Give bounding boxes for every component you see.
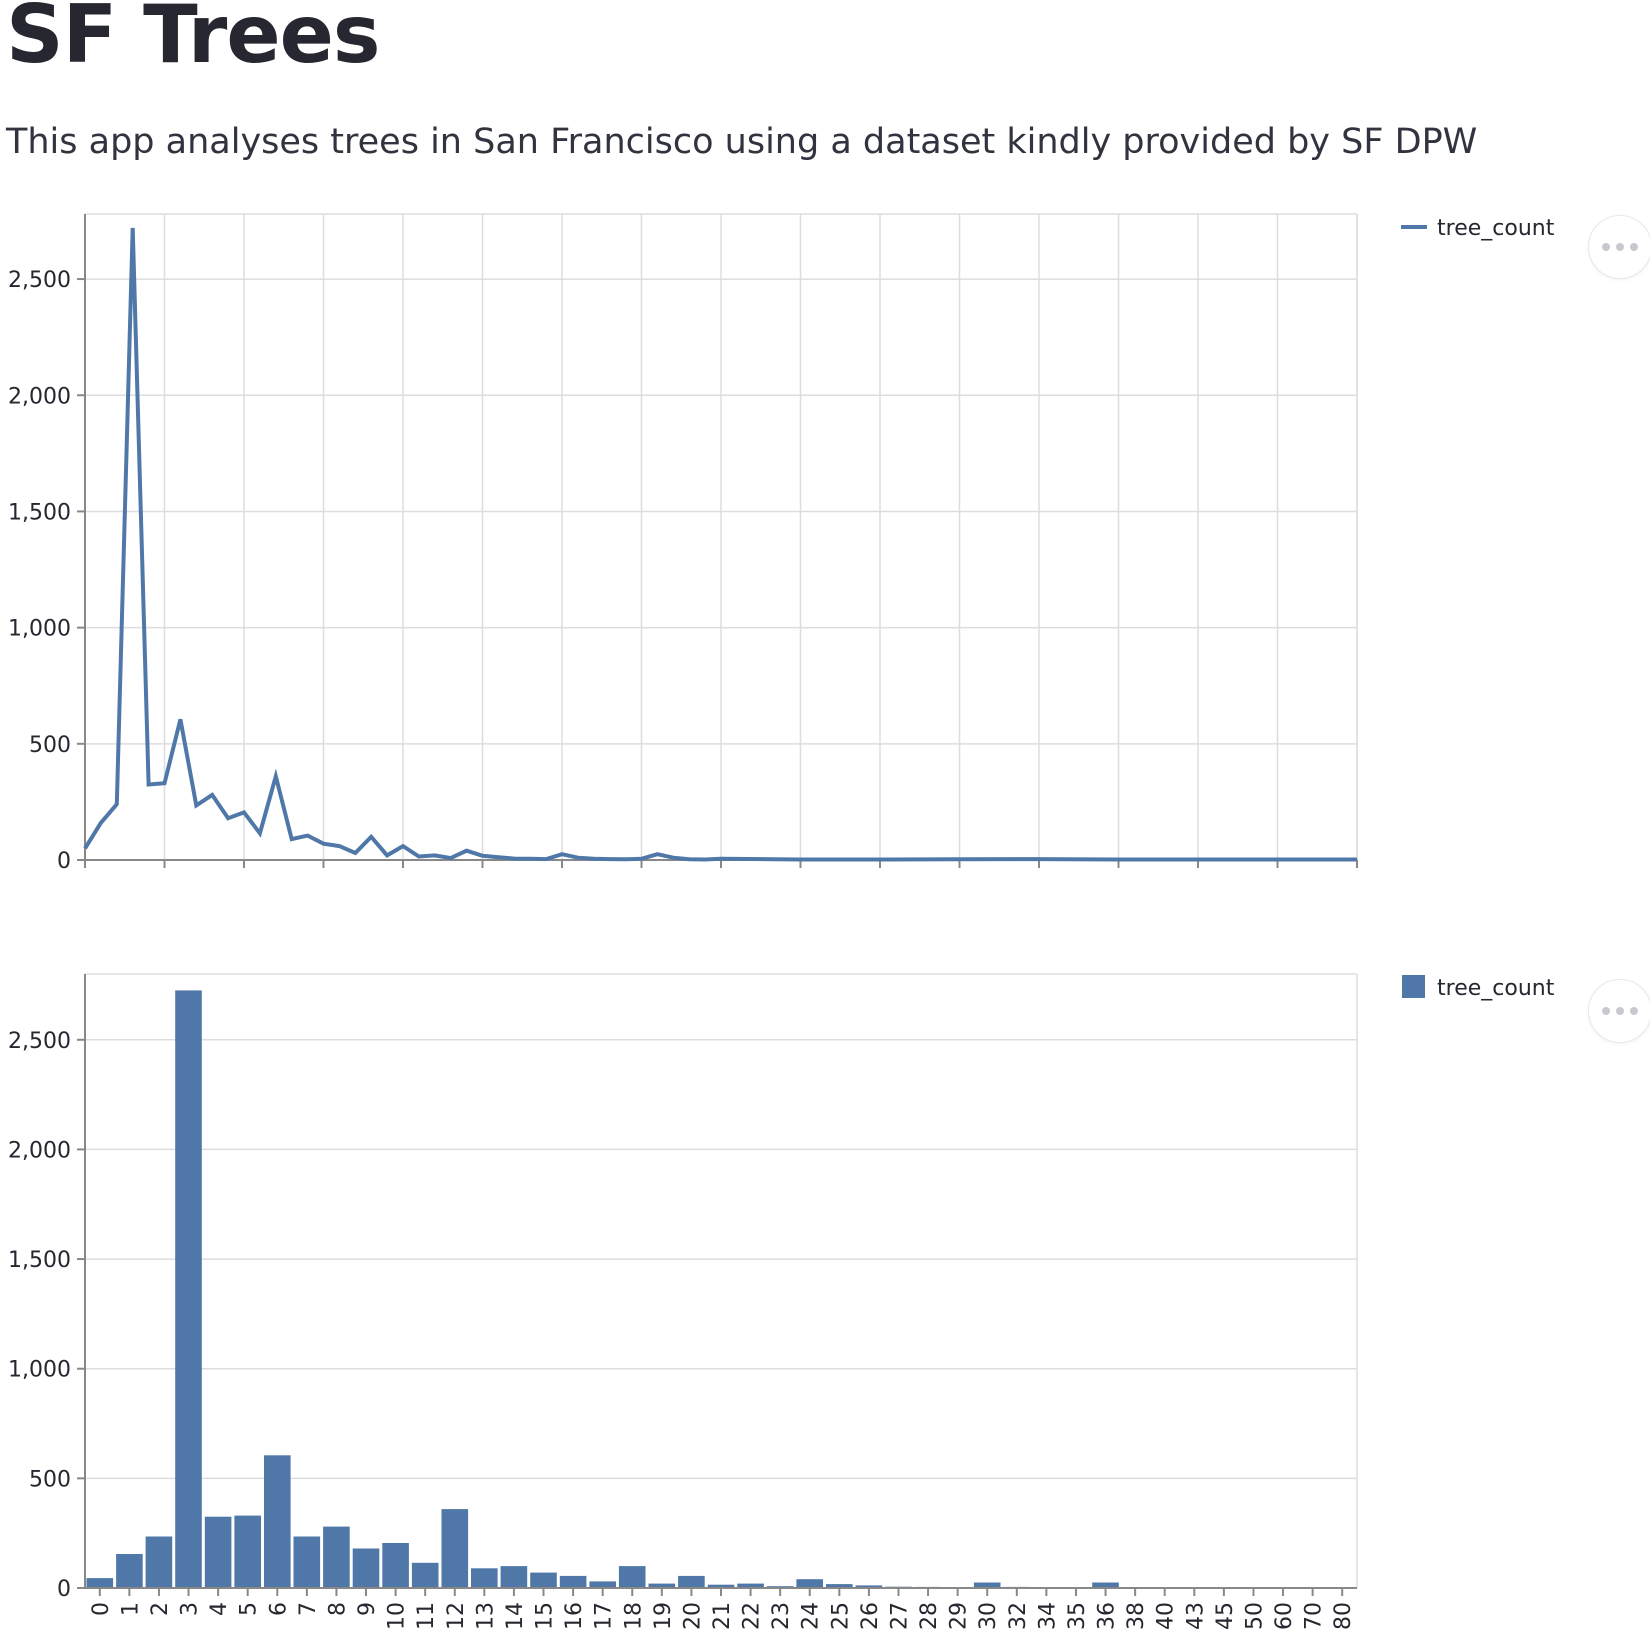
line-chart-menu-button[interactable] <box>1588 215 1650 279</box>
y-tick-label: 500 <box>29 1467 71 1492</box>
x-tick-label: 60 <box>1272 1602 1297 1630</box>
x-tick-label: 15 <box>533 1602 558 1630</box>
x-tick-label: 5 <box>237 1602 262 1616</box>
x-tick-label: 38 <box>1124 1602 1149 1630</box>
x-tick-label: 50 <box>1243 1602 1268 1630</box>
x-tick-label: 17 <box>592 1602 617 1630</box>
x-tick-label: 32 <box>1006 1602 1031 1630</box>
x-tick-label: 23 <box>769 1602 794 1630</box>
x-tick-label: 24 <box>799 1602 824 1630</box>
bar <box>175 990 202 1588</box>
series-line-tree-count <box>83 227 1357 862</box>
page-subtitle: This app analyses trees in San Francisco… <box>6 122 1478 162</box>
x-tick-label: 12 <box>444 1602 469 1630</box>
bar <box>678 1575 705 1588</box>
bar <box>500 1566 528 1588</box>
bar <box>826 1584 853 1588</box>
x-tick-label: 35 <box>1065 1602 1090 1630</box>
x-tick-label: 4 <box>207 1602 232 1616</box>
bar <box>323 1526 350 1588</box>
bar <box>648 1583 676 1588</box>
x-tick-label: 43 <box>1183 1602 1208 1630</box>
x-tick-label: 30 <box>976 1602 1001 1630</box>
x-tick-label: 22 <box>740 1602 765 1630</box>
bar <box>737 1583 764 1588</box>
ellipsis-icon <box>1602 1007 1638 1015</box>
bar <box>707 1584 735 1588</box>
x-tick-label: 19 <box>651 1602 676 1630</box>
y-tick-label: 2,500 <box>8 268 71 293</box>
bar <box>530 1572 557 1588</box>
x-tick-label: 80 <box>1331 1602 1356 1630</box>
x-tick-label: 3 <box>178 1602 203 1616</box>
bar <box>352 1548 380 1588</box>
bar <box>471 1568 498 1588</box>
x-tick-label: 10 <box>385 1602 410 1630</box>
bar <box>618 1566 646 1588</box>
bar <box>293 1536 321 1588</box>
bar <box>559 1575 587 1588</box>
x-tick-label: 7 <box>296 1602 321 1616</box>
legend-label: tree_count <box>1437 216 1555 241</box>
x-tick-label: 28 <box>917 1602 942 1630</box>
bar <box>1092 1582 1119 1588</box>
y-tick-label: 2,000 <box>8 1138 71 1163</box>
x-tick-label: 29 <box>947 1602 972 1630</box>
x-tick-label: 1 <box>118 1602 143 1616</box>
x-tick-label: 8 <box>325 1602 350 1616</box>
bar <box>855 1585 883 1588</box>
bar <box>264 1455 291 1588</box>
x-tick-label: 27 <box>888 1602 913 1630</box>
y-tick-label: 2,000 <box>8 384 71 409</box>
x-tick-label: 40 <box>1154 1602 1179 1630</box>
bar-chart: 0 1 2 3 4 5 6 7 8 9 10 11 12 13 14 15 16 17 18 19 20 21 22 23 24… <box>8 973 1555 1630</box>
x-tick-label: 14 <box>503 1602 528 1630</box>
x-tick-label: 13 <box>473 1602 498 1630</box>
bar <box>411 1562 439 1588</box>
x-tick-label: 2 <box>148 1602 173 1616</box>
x-tick-label: 36 <box>1095 1602 1120 1630</box>
x-tick-label: 11 <box>414 1602 439 1630</box>
y-tick-label: 1,500 <box>8 1248 71 1273</box>
x-tick-label: 0 <box>89 1602 114 1616</box>
bar <box>86 1578 114 1588</box>
x-tick-label: 6 <box>266 1602 291 1616</box>
x-tick-label: 25 <box>828 1602 853 1630</box>
y-tick-label: 1,000 <box>8 1358 71 1383</box>
bar <box>234 1515 261 1588</box>
x-tick-label: 45 <box>1213 1602 1238 1630</box>
y-tick-label: 0 <box>57 1577 71 1602</box>
bar <box>441 1509 469 1588</box>
page-title: SF Trees <box>6 0 380 81</box>
x-tick-label: 34 <box>1035 1602 1060 1630</box>
x-tick-label: 16 <box>562 1602 587 1630</box>
x-tick-label: 18 <box>621 1602 646 1630</box>
legend-label: tree_count <box>1437 976 1555 1001</box>
y-tick-label: 0 <box>57 849 71 870</box>
bar <box>796 1579 823 1588</box>
y-tick-label: 1,500 <box>8 500 71 525</box>
x-tick-label: 20 <box>680 1602 705 1630</box>
bar <box>145 1536 173 1588</box>
bar <box>382 1543 409 1588</box>
x-tick-label: 9 <box>355 1602 380 1616</box>
x-tick-label: 21 <box>710 1602 735 1630</box>
x-tick-label: 26 <box>858 1602 883 1630</box>
bar-chart-menu-button[interactable] <box>1588 979 1650 1043</box>
bar <box>589 1581 616 1588</box>
line-chart: 0510152025303540455055606570758005001,00… <box>8 213 1555 870</box>
x-tick-label: 70 <box>1302 1602 1327 1630</box>
bar <box>973 1582 1001 1588</box>
legend-square-symbol <box>1402 975 1425 998</box>
y-tick-label: 1,000 <box>8 617 71 642</box>
y-tick-label: 2,500 <box>8 1029 71 1054</box>
y-tick-label: 500 <box>29 733 71 758</box>
bar <box>204 1516 232 1588</box>
ellipsis-icon <box>1602 243 1638 251</box>
bar <box>116 1554 143 1588</box>
